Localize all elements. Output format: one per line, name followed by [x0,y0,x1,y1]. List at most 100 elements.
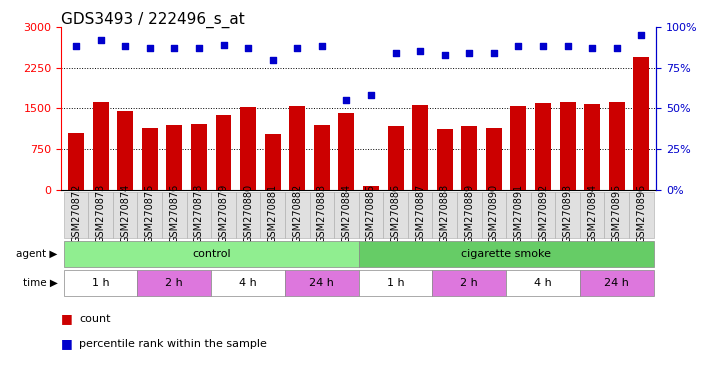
Point [291,45,303,51]
Text: GSM270886: GSM270886 [391,184,401,243]
Bar [359,192,384,238]
Point [70,43,81,50]
Bar [265,134,280,190]
Text: 1 h: 1 h [386,278,404,288]
Bar [88,192,113,238]
Point [636,32,647,38]
Bar [604,192,629,238]
Bar [240,107,256,190]
Bar [359,270,433,296]
Bar [482,192,506,238]
Bar [486,127,502,190]
Bar [609,103,625,190]
Text: GDS3493 / 222496_s_at: GDS3493 / 222496_s_at [61,12,245,28]
Bar [138,192,162,238]
Point [193,45,205,51]
Point [316,43,327,50]
Bar [285,270,359,296]
Bar [363,186,379,190]
Bar [584,104,600,190]
Text: 4 h: 4 h [239,278,257,288]
Text: GSM270882: GSM270882 [292,184,302,243]
Text: GSM270890: GSM270890 [489,184,499,243]
Bar [433,270,506,296]
Bar [68,133,84,190]
Bar [191,124,207,190]
Bar [506,270,580,296]
Bar [338,113,355,190]
Point [218,42,229,48]
Bar [359,242,654,267]
Bar [63,192,88,238]
Point [586,45,598,51]
Text: GSM270878: GSM270878 [194,184,204,243]
Point [366,92,377,98]
Point [267,56,278,63]
Text: time ▶: time ▶ [23,278,58,288]
Text: GSM270874: GSM270874 [120,184,131,243]
Bar [629,192,654,238]
Bar [531,192,555,238]
Text: GSM270873: GSM270873 [96,184,105,243]
Bar [580,270,654,296]
Text: GSM270883: GSM270883 [317,184,327,243]
Bar [506,192,531,238]
Bar [633,57,650,190]
Point [390,50,402,56]
Bar [63,242,359,267]
Bar [580,192,604,238]
Text: GSM270885: GSM270885 [366,184,376,243]
Text: agent ▶: agent ▶ [17,249,58,260]
Point [562,43,573,50]
Text: 4 h: 4 h [534,278,552,288]
Bar [433,192,457,238]
Point [513,43,524,50]
Bar [138,270,211,296]
Point [144,45,156,51]
Text: ■: ■ [61,312,73,325]
Text: GSM270891: GSM270891 [513,184,523,243]
Text: GSM270880: GSM270880 [243,184,253,243]
Point [169,45,180,51]
Text: GSM270888: GSM270888 [440,184,450,243]
Point [120,43,131,50]
Bar [289,106,305,190]
Point [537,43,549,50]
Bar [555,192,580,238]
Bar [334,192,358,238]
Bar [388,126,404,190]
Text: 1 h: 1 h [92,278,110,288]
Text: GSM270879: GSM270879 [218,184,229,243]
Point [415,48,426,55]
Bar [118,111,133,190]
Bar [63,270,138,296]
Bar [408,192,433,238]
Text: GSM270896: GSM270896 [637,184,646,243]
Bar [211,270,285,296]
Bar [142,127,158,190]
Bar [285,192,309,238]
Bar [260,192,285,238]
Text: 2 h: 2 h [461,278,478,288]
Point [464,50,475,56]
Point [439,51,451,58]
Text: 2 h: 2 h [166,278,183,288]
Text: GSM270872: GSM270872 [71,183,81,243]
Text: GSM270895: GSM270895 [612,184,622,243]
Bar [437,129,453,190]
Bar [211,192,236,238]
Bar [412,105,428,190]
Text: GSM270875: GSM270875 [145,183,155,243]
Text: GSM270887: GSM270887 [415,184,425,243]
Point [611,45,622,51]
Text: cigarette smoke: cigarette smoke [461,249,551,260]
Text: GSM270889: GSM270889 [464,184,474,243]
Bar [167,125,182,190]
Bar [162,192,187,238]
Point [95,37,107,43]
Text: count: count [79,314,111,324]
Bar [187,192,211,238]
Text: GSM270876: GSM270876 [169,184,180,243]
Text: GSM270881: GSM270881 [267,184,278,243]
Bar [559,103,575,190]
